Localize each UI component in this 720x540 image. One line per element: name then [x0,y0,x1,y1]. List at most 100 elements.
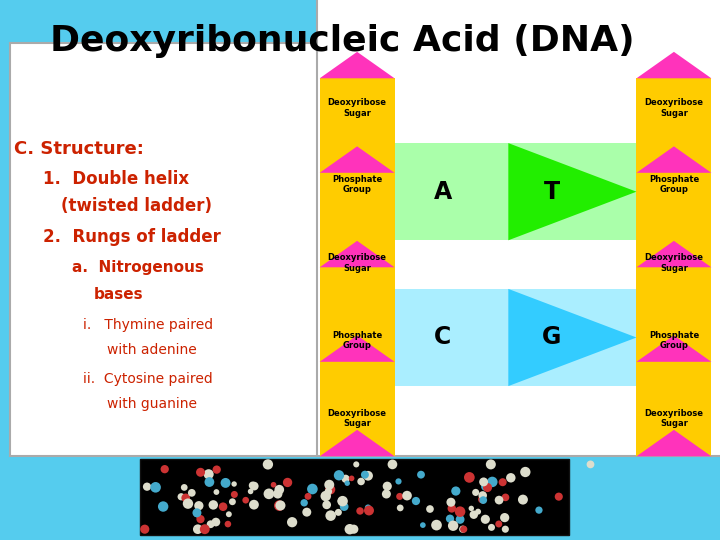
Point [150,483,161,491]
Polygon shape [508,143,636,240]
Point [517,495,528,504]
Point [362,503,374,512]
Point [192,509,203,517]
Point [472,507,484,516]
Polygon shape [636,146,711,173]
Point [505,474,516,482]
Polygon shape [320,78,395,456]
Point [211,488,222,496]
Text: Deoxyribose
Sugar: Deoxyribose Sugar [328,253,387,273]
Polygon shape [636,78,711,456]
Polygon shape [320,241,395,267]
Point [446,504,457,513]
Point [274,501,285,510]
Text: A: A [434,180,452,204]
Point [478,477,490,486]
Polygon shape [636,52,711,78]
Point [203,470,215,478]
Point [210,518,222,526]
Point [520,468,531,476]
Point [325,485,336,494]
Point [359,470,371,479]
Point [417,521,428,529]
Text: Phosphate
Group: Phosphate Group [649,330,699,350]
Point [192,525,204,534]
Point [337,497,348,505]
Point [458,525,469,534]
Text: Deoxyribose
Sugar: Deoxyribose Sugar [328,409,387,428]
Point [401,491,413,500]
Point [392,477,404,486]
Point [325,511,336,520]
Point [182,500,194,508]
Polygon shape [320,430,395,456]
Point [274,485,285,494]
Point [499,514,510,522]
Text: with adenine: with adenine [107,343,197,357]
Point [454,515,466,524]
Text: Deoxyribose
Sugar: Deoxyribose Sugar [644,409,703,428]
Point [247,481,258,490]
Point [553,492,564,501]
Text: Deoxyribose
Sugar: Deoxyribose Sugar [644,98,703,118]
Point [485,460,497,469]
Point [248,482,260,490]
Point [245,487,256,496]
Polygon shape [508,289,636,386]
Point [179,483,190,492]
Point [333,508,344,517]
Point [301,508,312,516]
Point [180,494,192,502]
Point [482,483,493,492]
Text: Deoxyribose
Sugar: Deoxyribose Sugar [644,253,703,273]
Text: T: T [544,180,560,204]
Point [323,481,335,489]
Point [468,510,480,519]
Point [477,491,488,500]
Point [199,525,210,534]
Point [204,478,215,487]
Point [444,515,456,523]
Point [344,525,356,534]
Polygon shape [636,241,711,267]
Point [222,520,234,529]
Point [454,508,466,516]
Text: C. Structure:: C. Structure: [14,140,144,158]
Point [445,498,456,507]
Point [356,477,367,486]
Polygon shape [395,143,636,240]
Point [354,507,366,515]
Point [139,525,150,534]
Point [431,521,442,529]
Point [487,477,498,486]
Polygon shape [395,289,636,386]
Point [307,485,318,494]
Point [493,496,505,504]
Text: Phosphate
Group: Phosphate Group [649,175,699,194]
Point [227,497,238,506]
Point [340,475,351,483]
Polygon shape [320,146,395,173]
Polygon shape [636,430,711,456]
Point [450,487,462,495]
Point [194,515,206,523]
Point [348,525,359,534]
Point [228,480,240,488]
Point [207,501,219,509]
Point [186,489,197,497]
FancyBboxPatch shape [317,0,720,456]
Point [217,502,229,511]
Point [346,474,357,483]
Point [141,482,153,491]
Text: bases: bases [94,287,143,302]
Point [387,460,398,469]
Point [321,501,333,509]
Point [477,496,489,504]
Point [424,505,436,514]
Point [395,504,406,512]
Point [192,509,203,518]
Text: Phosphate
Group: Phosphate Group [332,330,382,350]
Point [585,460,596,469]
Point [333,471,345,480]
Text: G: G [542,326,562,349]
